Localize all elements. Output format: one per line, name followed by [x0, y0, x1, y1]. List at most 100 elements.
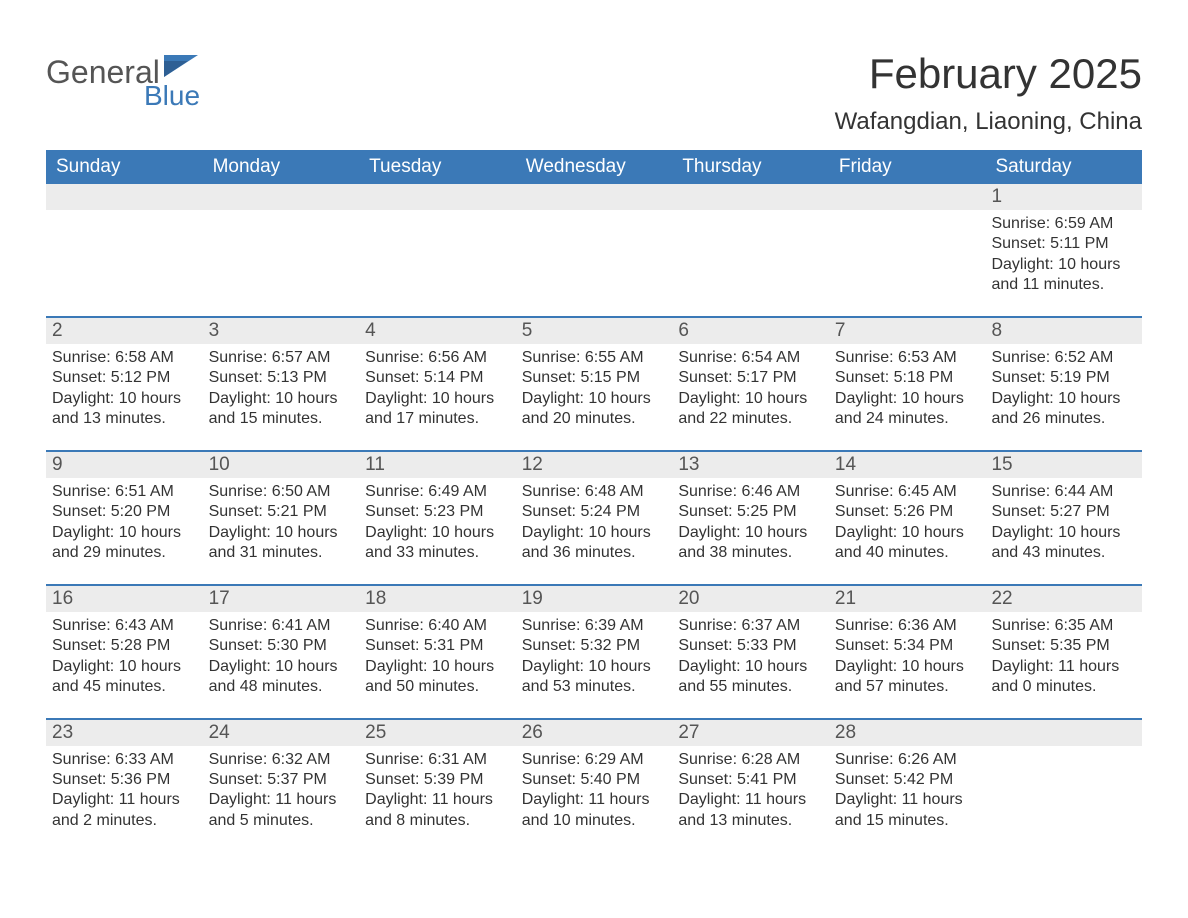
daylight-line1: Daylight: 10 hours: [991, 255, 1136, 275]
sunset-text: Sunset: 5:40 PM: [522, 770, 667, 790]
sunset-text: Sunset: 5:13 PM: [209, 368, 354, 388]
daylight-line2: and 40 minutes.: [835, 543, 980, 563]
calendar-cell: 17Sunrise: 6:41 AMSunset: 5:30 PMDayligh…: [203, 586, 360, 708]
day-details: Sunrise: 6:56 AMSunset: 5:14 PMDaylight:…: [359, 344, 516, 440]
day-details: Sunrise: 6:52 AMSunset: 5:19 PMDaylight:…: [985, 344, 1142, 440]
day-number: 23: [46, 720, 203, 746]
calendar-week: 2Sunrise: 6:58 AMSunset: 5:12 PMDaylight…: [46, 316, 1142, 440]
sunrise-text: Sunrise: 6:37 AM: [678, 616, 823, 636]
daylight-line2: and 10 minutes.: [522, 811, 667, 831]
daylight-line2: and 13 minutes.: [678, 811, 823, 831]
sunrise-text: Sunrise: 6:28 AM: [678, 750, 823, 770]
daylight-line1: Daylight: 11 hours: [678, 790, 823, 810]
sunset-text: Sunset: 5:37 PM: [209, 770, 354, 790]
day-number: 1: [985, 184, 1142, 210]
location-label: Wafangdian, Liaoning, China: [835, 108, 1142, 136]
day-number: 10: [203, 452, 360, 478]
weekday-header: Monday: [203, 150, 360, 184]
daylight-line1: Daylight: 10 hours: [209, 657, 354, 677]
day-details: Sunrise: 6:39 AMSunset: 5:32 PMDaylight:…: [516, 612, 673, 708]
daylight-line2: and 50 minutes.: [365, 677, 510, 697]
day-details: Sunrise: 6:29 AMSunset: 5:40 PMDaylight:…: [516, 746, 673, 842]
day-number: [516, 184, 673, 210]
daylight-line1: Daylight: 10 hours: [365, 657, 510, 677]
daylight-line2: and 45 minutes.: [52, 677, 197, 697]
day-details: Sunrise: 6:55 AMSunset: 5:15 PMDaylight:…: [516, 344, 673, 440]
daylight-line1: Daylight: 10 hours: [835, 657, 980, 677]
calendar-cell: 11Sunrise: 6:49 AMSunset: 5:23 PMDayligh…: [359, 452, 516, 574]
calendar-cell: 14Sunrise: 6:45 AMSunset: 5:26 PMDayligh…: [829, 452, 986, 574]
daylight-line1: Daylight: 11 hours: [52, 790, 197, 810]
calendar-cell: 21Sunrise: 6:36 AMSunset: 5:34 PMDayligh…: [829, 586, 986, 708]
calendar-cell: 13Sunrise: 6:46 AMSunset: 5:25 PMDayligh…: [672, 452, 829, 574]
day-number: 28: [829, 720, 986, 746]
daylight-line1: Daylight: 10 hours: [52, 657, 197, 677]
daylight-line1: Daylight: 10 hours: [678, 389, 823, 409]
daylight-line1: Daylight: 10 hours: [365, 523, 510, 543]
sunset-text: Sunset: 5:25 PM: [678, 502, 823, 522]
day-details: Sunrise: 6:43 AMSunset: 5:28 PMDaylight:…: [46, 612, 203, 708]
day-number: 8: [985, 318, 1142, 344]
day-number: 3: [203, 318, 360, 344]
weekday-header: Saturday: [985, 150, 1142, 184]
calendar-cell: [46, 184, 203, 306]
sunrise-text: Sunrise: 6:59 AM: [991, 214, 1136, 234]
calendar-cell: 4Sunrise: 6:56 AMSunset: 5:14 PMDaylight…: [359, 318, 516, 440]
sunset-text: Sunset: 5:17 PM: [678, 368, 823, 388]
daylight-line1: Daylight: 10 hours: [52, 389, 197, 409]
daylight-line2: and 48 minutes.: [209, 677, 354, 697]
daylight-line2: and 11 minutes.: [991, 275, 1136, 295]
calendar-cell: 5Sunrise: 6:55 AMSunset: 5:15 PMDaylight…: [516, 318, 673, 440]
day-details: Sunrise: 6:59 AMSunset: 5:11 PMDaylight:…: [985, 210, 1142, 306]
weekday-header: Wednesday: [516, 150, 673, 184]
day-number: 16: [46, 586, 203, 612]
day-details: Sunrise: 6:53 AMSunset: 5:18 PMDaylight:…: [829, 344, 986, 440]
sunrise-text: Sunrise: 6:32 AM: [209, 750, 354, 770]
sunrise-text: Sunrise: 6:29 AM: [522, 750, 667, 770]
daylight-line2: and 26 minutes.: [991, 409, 1136, 429]
calendar-cell: 24Sunrise: 6:32 AMSunset: 5:37 PMDayligh…: [203, 720, 360, 842]
daylight-line2: and 13 minutes.: [52, 409, 197, 429]
calendar-cell: 7Sunrise: 6:53 AMSunset: 5:18 PMDaylight…: [829, 318, 986, 440]
daylight-line2: and 55 minutes.: [678, 677, 823, 697]
day-details: Sunrise: 6:33 AMSunset: 5:36 PMDaylight:…: [46, 746, 203, 842]
sunset-text: Sunset: 5:42 PM: [835, 770, 980, 790]
calendar-cell: 19Sunrise: 6:39 AMSunset: 5:32 PMDayligh…: [516, 586, 673, 708]
day-details: Sunrise: 6:31 AMSunset: 5:39 PMDaylight:…: [359, 746, 516, 842]
calendar-week: 9Sunrise: 6:51 AMSunset: 5:20 PMDaylight…: [46, 450, 1142, 574]
daylight-line2: and 36 minutes.: [522, 543, 667, 563]
daylight-line1: Daylight: 10 hours: [365, 389, 510, 409]
day-details: Sunrise: 6:26 AMSunset: 5:42 PMDaylight:…: [829, 746, 986, 842]
weekday-header: Sunday: [46, 150, 203, 184]
sunset-text: Sunset: 5:35 PM: [991, 636, 1136, 656]
day-number: 25: [359, 720, 516, 746]
day-number: 20: [672, 586, 829, 612]
sunrise-text: Sunrise: 6:51 AM: [52, 482, 197, 502]
day-details: Sunrise: 6:51 AMSunset: 5:20 PMDaylight:…: [46, 478, 203, 574]
day-number: 27: [672, 720, 829, 746]
day-details: Sunrise: 6:40 AMSunset: 5:31 PMDaylight:…: [359, 612, 516, 708]
calendar-cell: 8Sunrise: 6:52 AMSunset: 5:19 PMDaylight…: [985, 318, 1142, 440]
day-number: 14: [829, 452, 986, 478]
sunrise-text: Sunrise: 6:48 AM: [522, 482, 667, 502]
day-details: Sunrise: 6:46 AMSunset: 5:25 PMDaylight:…: [672, 478, 829, 574]
daylight-line1: Daylight: 10 hours: [52, 523, 197, 543]
sunrise-text: Sunrise: 6:31 AM: [365, 750, 510, 770]
sunset-text: Sunset: 5:36 PM: [52, 770, 197, 790]
sunrise-text: Sunrise: 6:58 AM: [52, 348, 197, 368]
logo-word-blue: Blue: [144, 82, 200, 110]
sunset-text: Sunset: 5:18 PM: [835, 368, 980, 388]
daylight-line2: and 0 minutes.: [991, 677, 1136, 697]
sunset-text: Sunset: 5:15 PM: [522, 368, 667, 388]
calendar-cell: 9Sunrise: 6:51 AMSunset: 5:20 PMDaylight…: [46, 452, 203, 574]
daylight-line1: Daylight: 10 hours: [522, 389, 667, 409]
sunrise-text: Sunrise: 6:49 AM: [365, 482, 510, 502]
daylight-line2: and 5 minutes.: [209, 811, 354, 831]
daylight-line2: and 43 minutes.: [991, 543, 1136, 563]
day-number: 6: [672, 318, 829, 344]
sunrise-text: Sunrise: 6:45 AM: [835, 482, 980, 502]
daylight-line1: Daylight: 10 hours: [835, 523, 980, 543]
calendar-cell: 1Sunrise: 6:59 AMSunset: 5:11 PMDaylight…: [985, 184, 1142, 306]
calendar-week: 23Sunrise: 6:33 AMSunset: 5:36 PMDayligh…: [46, 718, 1142, 842]
brand-logo: General Blue: [46, 50, 200, 110]
